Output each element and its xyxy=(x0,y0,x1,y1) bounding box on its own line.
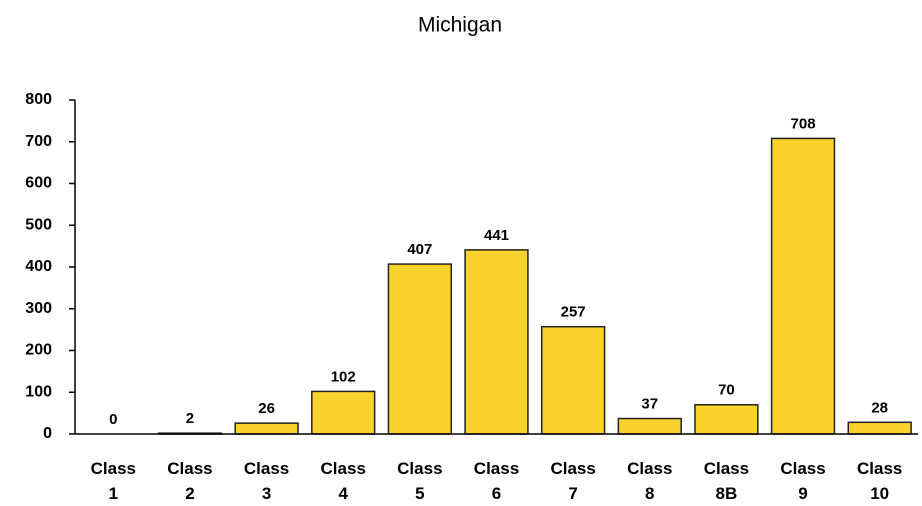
y-tick-label: 800 xyxy=(25,91,52,108)
y-tick-label: 100 xyxy=(25,383,52,400)
x-tick-label: Class 10 xyxy=(856,459,903,503)
bar xyxy=(464,249,529,435)
data-label: 28 xyxy=(871,399,888,416)
data-label: 708 xyxy=(791,115,816,132)
data-label: 407 xyxy=(407,241,432,258)
x-tick-label: Class 1 xyxy=(90,459,136,503)
data-label: 70 xyxy=(718,382,735,399)
bar xyxy=(234,422,299,435)
x-tick-label: Class 3 xyxy=(243,459,290,503)
x-tick-label: Class 2 xyxy=(167,459,213,503)
y-tick-label: 700 xyxy=(25,133,52,150)
x-tick-label: Class 5 xyxy=(397,459,443,503)
y-tick-label: 200 xyxy=(25,342,52,359)
y-tick-label: 600 xyxy=(25,175,52,192)
data-label: 257 xyxy=(561,304,586,321)
chart-title: Michigan xyxy=(418,14,502,37)
x-tick-label: Class 6 xyxy=(473,459,520,503)
bar xyxy=(617,417,682,435)
bar xyxy=(540,325,606,435)
data-label: 102 xyxy=(331,368,356,385)
x-tick-label: Class 9 xyxy=(780,459,826,503)
data-label: 0 xyxy=(109,411,117,428)
x-tick-label: Class 4 xyxy=(320,459,366,503)
bar xyxy=(387,263,453,435)
data-label: 441 xyxy=(484,227,509,244)
x-tick-label: Class 7 xyxy=(550,459,596,503)
x-tick-label: Class 8 xyxy=(627,459,673,503)
data-label: 37 xyxy=(641,396,658,413)
bar xyxy=(847,421,912,435)
y-tick-label: 0 xyxy=(43,425,52,442)
bar xyxy=(770,137,836,435)
data-label: 26 xyxy=(258,400,275,417)
y-tick-label: 400 xyxy=(25,258,52,275)
data-label: 2 xyxy=(186,410,194,427)
bar xyxy=(311,390,376,435)
bar xyxy=(694,404,759,435)
y-tick-label: 300 xyxy=(25,300,52,317)
y-tick-label: 500 xyxy=(25,216,52,233)
x-tick-label: Class 8B xyxy=(703,459,750,503)
